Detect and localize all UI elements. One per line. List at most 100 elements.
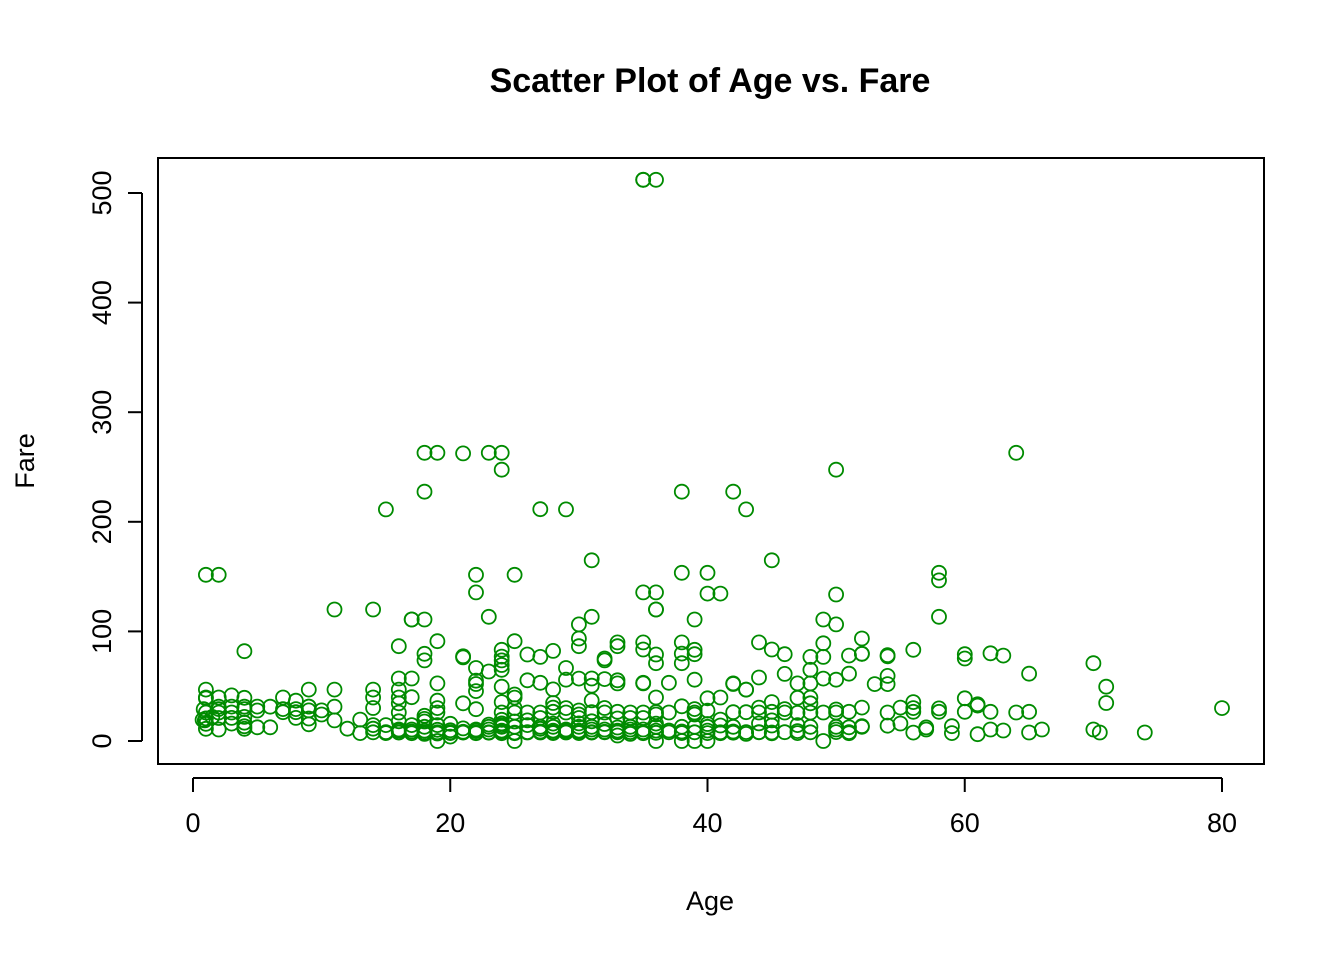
- data-point: [802, 724, 819, 741]
- data-point: [738, 681, 754, 698]
- data-point: [197, 681, 214, 698]
- data-point: [892, 699, 909, 716]
- data-point: [879, 676, 896, 692]
- data-point: [416, 645, 433, 662]
- data-point: [506, 704, 523, 721]
- data-point: [545, 643, 561, 659]
- data-point: [918, 719, 935, 736]
- data-point: [802, 695, 819, 712]
- data-point: [789, 675, 806, 692]
- data-point: [982, 703, 999, 720]
- y-tick-label: 100: [87, 609, 117, 654]
- data-point: [815, 670, 832, 687]
- data-point: [725, 675, 742, 692]
- data-point: [622, 704, 639, 721]
- data-point: [802, 661, 819, 678]
- data-point: [429, 444, 446, 461]
- data-point: [956, 650, 973, 667]
- data-point: [403, 611, 420, 628]
- data-point: [365, 689, 382, 706]
- data-point: [429, 692, 446, 709]
- x-axis-label: Age: [686, 886, 734, 916]
- data-point: [468, 584, 484, 601]
- data-point: [828, 616, 844, 633]
- data-point: [519, 646, 536, 663]
- y-axis: 0 100 200 300 400 500: [87, 170, 143, 749]
- data-point: [673, 698, 690, 715]
- data-point: [532, 674, 549, 691]
- data-point: [300, 681, 317, 698]
- y-tick-label: 300: [87, 390, 117, 435]
- data-point: [712, 585, 729, 602]
- data-point: [866, 676, 883, 692]
- data-point: [403, 670, 420, 687]
- data-point: [249, 698, 266, 715]
- data-point: [365, 717, 382, 733]
- data-point: [944, 718, 960, 735]
- data-point: [326, 601, 343, 618]
- data-point: [352, 711, 369, 728]
- data-point: [429, 700, 446, 716]
- data-point: [532, 649, 549, 665]
- data-point: [493, 657, 510, 673]
- data-point: [571, 630, 587, 647]
- data-point: [635, 584, 652, 601]
- data-point: [429, 675, 446, 692]
- data-point: [506, 724, 523, 741]
- data-point: [197, 710, 214, 727]
- data-point: [1085, 655, 1102, 672]
- data-point: [712, 689, 729, 706]
- data-point: [686, 671, 703, 688]
- data-point: [455, 649, 472, 666]
- data-point: [249, 719, 266, 736]
- data-point: [879, 668, 896, 684]
- data-point: [635, 674, 652, 691]
- data-point: [789, 705, 806, 721]
- data-point: [403, 689, 420, 706]
- data-point: [313, 706, 330, 723]
- data-point: [905, 694, 922, 710]
- data-point: [1136, 724, 1153, 741]
- data-point: [956, 703, 973, 720]
- data-point: [493, 661, 510, 678]
- data-point: [468, 566, 484, 583]
- data-point: [480, 444, 497, 461]
- data-point: [468, 701, 484, 718]
- data-point: [287, 701, 304, 717]
- data-point: [596, 650, 613, 667]
- data-point: [390, 638, 407, 655]
- data-point: [236, 643, 253, 660]
- data-point: [210, 721, 227, 738]
- data-point: [390, 704, 407, 721]
- data-point: [1008, 704, 1025, 721]
- data-point: [1091, 724, 1108, 741]
- data-point: [686, 646, 703, 663]
- data-point: [673, 483, 690, 500]
- data-point: [738, 501, 754, 518]
- data-point: [287, 692, 304, 709]
- data-point: [699, 564, 716, 581]
- data-point: [763, 694, 780, 710]
- data-point: [468, 683, 484, 699]
- data-point: [776, 701, 793, 717]
- data-point: [468, 676, 484, 692]
- data-point: [802, 649, 819, 665]
- data-point: [776, 666, 793, 682]
- data-point: [763, 703, 780, 720]
- x-tick-label: 80: [1207, 808, 1237, 838]
- data-point: [931, 572, 947, 589]
- data-point: [648, 715, 664, 732]
- data-point: [931, 608, 947, 625]
- data-point: [583, 704, 600, 721]
- data-point: [210, 566, 227, 583]
- data-point: [725, 483, 742, 500]
- data-point: [648, 704, 664, 720]
- data-point: [609, 703, 626, 720]
- data-point: [956, 646, 973, 663]
- data-point: [982, 645, 999, 662]
- y-tick-label: 500: [87, 170, 117, 215]
- data-point: [673, 655, 690, 672]
- data-point: [210, 698, 227, 715]
- data-point: [712, 717, 729, 734]
- data-point: [712, 711, 729, 728]
